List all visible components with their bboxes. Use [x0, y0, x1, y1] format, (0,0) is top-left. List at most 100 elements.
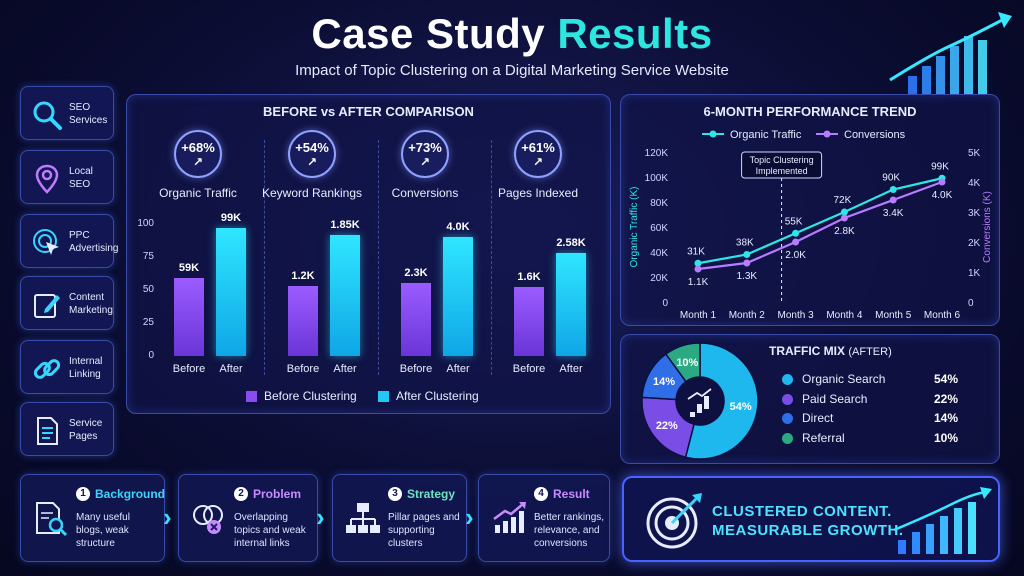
metric-change-badge: +73% ↗ [401, 130, 449, 178]
legend-dot [782, 432, 793, 444]
target-arrow-icon [646, 493, 702, 549]
tagline-banner: CLUSTERED CONTENT. MEASURABLE GROWTH. [622, 476, 1000, 562]
data-label: 1.1K [688, 277, 709, 288]
bar-value-label: 2.3K [404, 267, 428, 280]
step-title: Strategy [407, 487, 456, 501]
legend-dot [782, 393, 793, 405]
panel-divider [264, 140, 265, 375]
x-category-label: Before [399, 363, 433, 375]
data-point [938, 178, 946, 186]
data-point [840, 214, 848, 222]
legend-swatch-after [378, 391, 389, 402]
x-category-label: Before [286, 363, 320, 375]
step-description: Pillar pages and supporting clusters [388, 512, 460, 549]
trend-chart: Organic Traffic Conversions 0 20K 40K 60K 80K 1… [629, 129, 993, 321]
y-tick-label: 40K [650, 248, 668, 259]
x-tick-label: Month 6 [924, 310, 961, 321]
legend-label: Paid Search [802, 391, 868, 406]
metric-title: Organic Traffic [159, 186, 237, 200]
title-main: Case Study [311, 10, 546, 57]
y2-tick-label: 3K [968, 208, 981, 219]
bar-after [330, 234, 360, 356]
step-title: Background [95, 487, 166, 501]
bar-value-label: 1.85K [330, 218, 360, 231]
data-point [694, 265, 702, 273]
legend-label: Direct [802, 411, 834, 425]
hierarchy-icon [346, 503, 380, 533]
x-category-label: After [333, 363, 357, 375]
y-tick-label: 120K [645, 148, 669, 159]
x-tick-label: Month 5 [875, 310, 912, 321]
document-search-icon [36, 502, 68, 537]
data-point [792, 229, 800, 237]
panel-divider [378, 140, 379, 375]
data-point [792, 238, 800, 246]
legend-label: Organic Traffic [730, 129, 802, 141]
data-label: 72K [834, 195, 852, 206]
trend-panel [620, 94, 1000, 326]
y2-tick-label: 5K [968, 148, 981, 159]
y-tick-label: 75 [142, 251, 154, 262]
data-point [694, 259, 702, 267]
legend-value: 22% [933, 391, 958, 406]
metric-change-value: +73% [408, 140, 442, 155]
page-subtitle: Impact of Topic Clustering on a Digital … [295, 62, 729, 79]
sidebar-item-seo-services[interactable]: SEO Services [20, 86, 114, 140]
arrow-up-right-icon: ↗ [532, 155, 544, 169]
step-strategy: 3 Strategy Pillar pages and supporting c… [332, 474, 467, 562]
y-axis-label: Organic Traffic (K) [629, 187, 640, 268]
metric-change-badge: +68% ↗ [174, 130, 222, 178]
bar-before [514, 287, 544, 356]
step-background: 1 Background Many useful blogs, weak str… [20, 474, 165, 562]
x-category-label: After [559, 363, 583, 375]
legend-marker [823, 130, 831, 138]
arrow-up-right-icon: ↗ [306, 155, 318, 169]
bar-before [288, 286, 318, 356]
step-problem: 2 Problem Overlapping topics and weak in… [178, 474, 318, 562]
sidebar-item-internal-linking[interactable]: Internal Linking [20, 340, 114, 394]
step-title: Problem [253, 487, 302, 501]
growth-bars-icon [889, 12, 1012, 94]
traffic-mix-donut: 54% 22% 14%10% [641, 342, 759, 460]
series-line [697, 180, 943, 271]
bar-value-label: 99K [220, 211, 242, 224]
chevron-right-icon: › [163, 502, 172, 532]
traffic-mix-title: TRAFFIC MIX (AFTER) [769, 344, 892, 358]
bar-value-label: 59K [178, 262, 200, 275]
metric-title: Keyword Rankings [261, 186, 363, 200]
y-tick-label: 100 [137, 218, 154, 229]
y-tick-label: 0 [662, 298, 668, 309]
step-number: 4 [534, 487, 548, 501]
map-pin-icon [35, 164, 59, 194]
legend-value: 10% [933, 430, 958, 445]
y2-tick-label: 1K [968, 268, 981, 279]
x-category-label: After [446, 363, 470, 375]
legend-label-after: After Clustering [396, 389, 479, 403]
sidebar-item-service-pages[interactable]: Service Pages [20, 402, 114, 456]
step-result: 4 Result Better rankings, relevance, and… [478, 474, 610, 562]
y-tick-label: 0 [148, 350, 154, 361]
sidebar-item-label: Content Marketing [69, 292, 113, 316]
y2-axis-label: Conversions (K) [982, 191, 993, 263]
tagline-text: CLUSTERED CONTENT. MEASURABLE GROWTH. [712, 503, 904, 539]
bar-after [443, 237, 473, 356]
y-tick-label: 60K [650, 223, 668, 234]
panel-divider [491, 140, 492, 375]
data-label: 38K [736, 238, 754, 249]
bar-value-label: 1.6K [517, 271, 541, 284]
y2-tick-label: 4K [968, 178, 981, 189]
sidebar-item-content-marketing[interactable]: Content Marketing [20, 276, 114, 330]
sidebar-item-local-seo[interactable]: Local SEO [20, 150, 114, 204]
page-title: Case Study Results [0, 10, 1024, 58]
x-tick-label: Month 4 [826, 310, 863, 321]
step-number: 3 [388, 487, 402, 501]
donut-center [677, 378, 723, 424]
bar-after [556, 253, 586, 356]
growth-chart-icon [687, 388, 712, 417]
data-point [743, 259, 751, 267]
sidebar-item-ppc-advertising[interactable]: PPC Advertising [20, 214, 118, 268]
legend-value: 14% [933, 411, 958, 425]
document-icon [37, 417, 58, 445]
metric-title: Conversions [391, 186, 459, 200]
bar-after [216, 227, 246, 356]
